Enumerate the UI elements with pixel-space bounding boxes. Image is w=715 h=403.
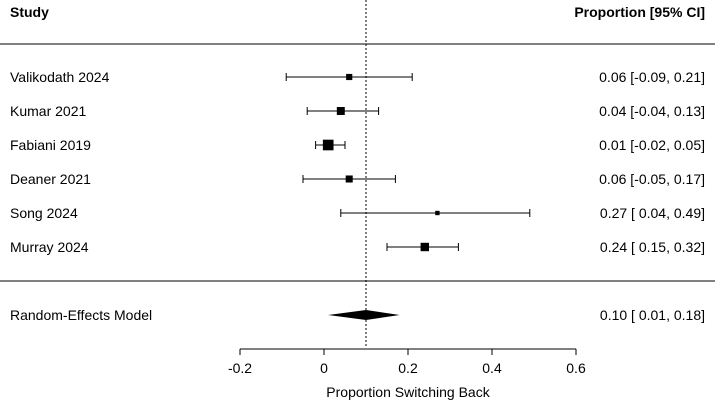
study-name: Valikodath 2024 — [10, 69, 110, 85]
point-estimate — [322, 139, 334, 151]
study-ci-text: 0.01 [-0.02, 0.05] — [599, 137, 705, 153]
study-rows: Valikodath 2024 0.06 [-0.09, 0.21] Kumar 2… — [10, 69, 705, 255]
study-row: Valikodath 2024 0.06 [-0.09, 0.21] — [10, 69, 705, 85]
study-name: Fabiani 2019 — [10, 137, 91, 153]
x-tick-label: -0.2 — [228, 360, 252, 376]
study-name: Kumar 2021 — [10, 103, 86, 119]
study-name: Song 2024 — [10, 205, 78, 221]
point-estimate — [435, 210, 440, 216]
summary-diamond — [328, 310, 400, 320]
x-tick-label: 0 — [320, 360, 328, 376]
summary-name: Random-Effects Model — [10, 307, 152, 323]
point-estimate — [346, 73, 353, 81]
point-estimate — [345, 175, 353, 183]
study-ci-text: 0.06 [-0.05, 0.17] — [599, 171, 705, 187]
header-proportion: Proportion [95% CI] — [574, 4, 705, 20]
x-tick-label: 0.2 — [398, 360, 418, 376]
x-tick-label: 0.4 — [482, 360, 502, 376]
study-ci-text: 0.24 [ 0.15, 0.32] — [600, 239, 705, 255]
study-row: Deaner 2021 0.06 [-0.05, 0.17] — [10, 171, 705, 187]
study-row: Murray 2024 0.24 [ 0.15, 0.32] — [10, 239, 705, 255]
point-estimate — [420, 242, 429, 252]
study-name: Murray 2024 — [10, 239, 89, 255]
x-tick-label: 0.6 — [566, 360, 586, 376]
study-ci-text: 0.06 [-0.09, 0.21] — [599, 69, 705, 85]
x-axis-label: Proportion Switching Back — [326, 384, 490, 400]
summary-row: Random-Effects Model 0.10 [ 0.01, 0.18] — [10, 307, 705, 323]
study-ci-text: 0.04 [-0.04, 0.13] — [599, 103, 705, 119]
study-name: Deaner 2021 — [10, 171, 91, 187]
summary-ci-text: 0.10 [ 0.01, 0.18] — [600, 307, 705, 323]
x-axis: -0.2 0 0.2 0.4 0.6 — [228, 348, 586, 376]
study-row: Song 2024 0.27 [ 0.04, 0.49] — [10, 205, 705, 221]
study-row: Fabiani 2019 0.01 [-0.02, 0.05] — [10, 137, 705, 153]
point-estimate — [336, 107, 345, 115]
study-ci-text: 0.27 [ 0.04, 0.49] — [600, 205, 705, 221]
study-row: Kumar 2021 0.04 [-0.04, 0.13] — [10, 103, 705, 119]
header-study: Study — [10, 4, 49, 20]
